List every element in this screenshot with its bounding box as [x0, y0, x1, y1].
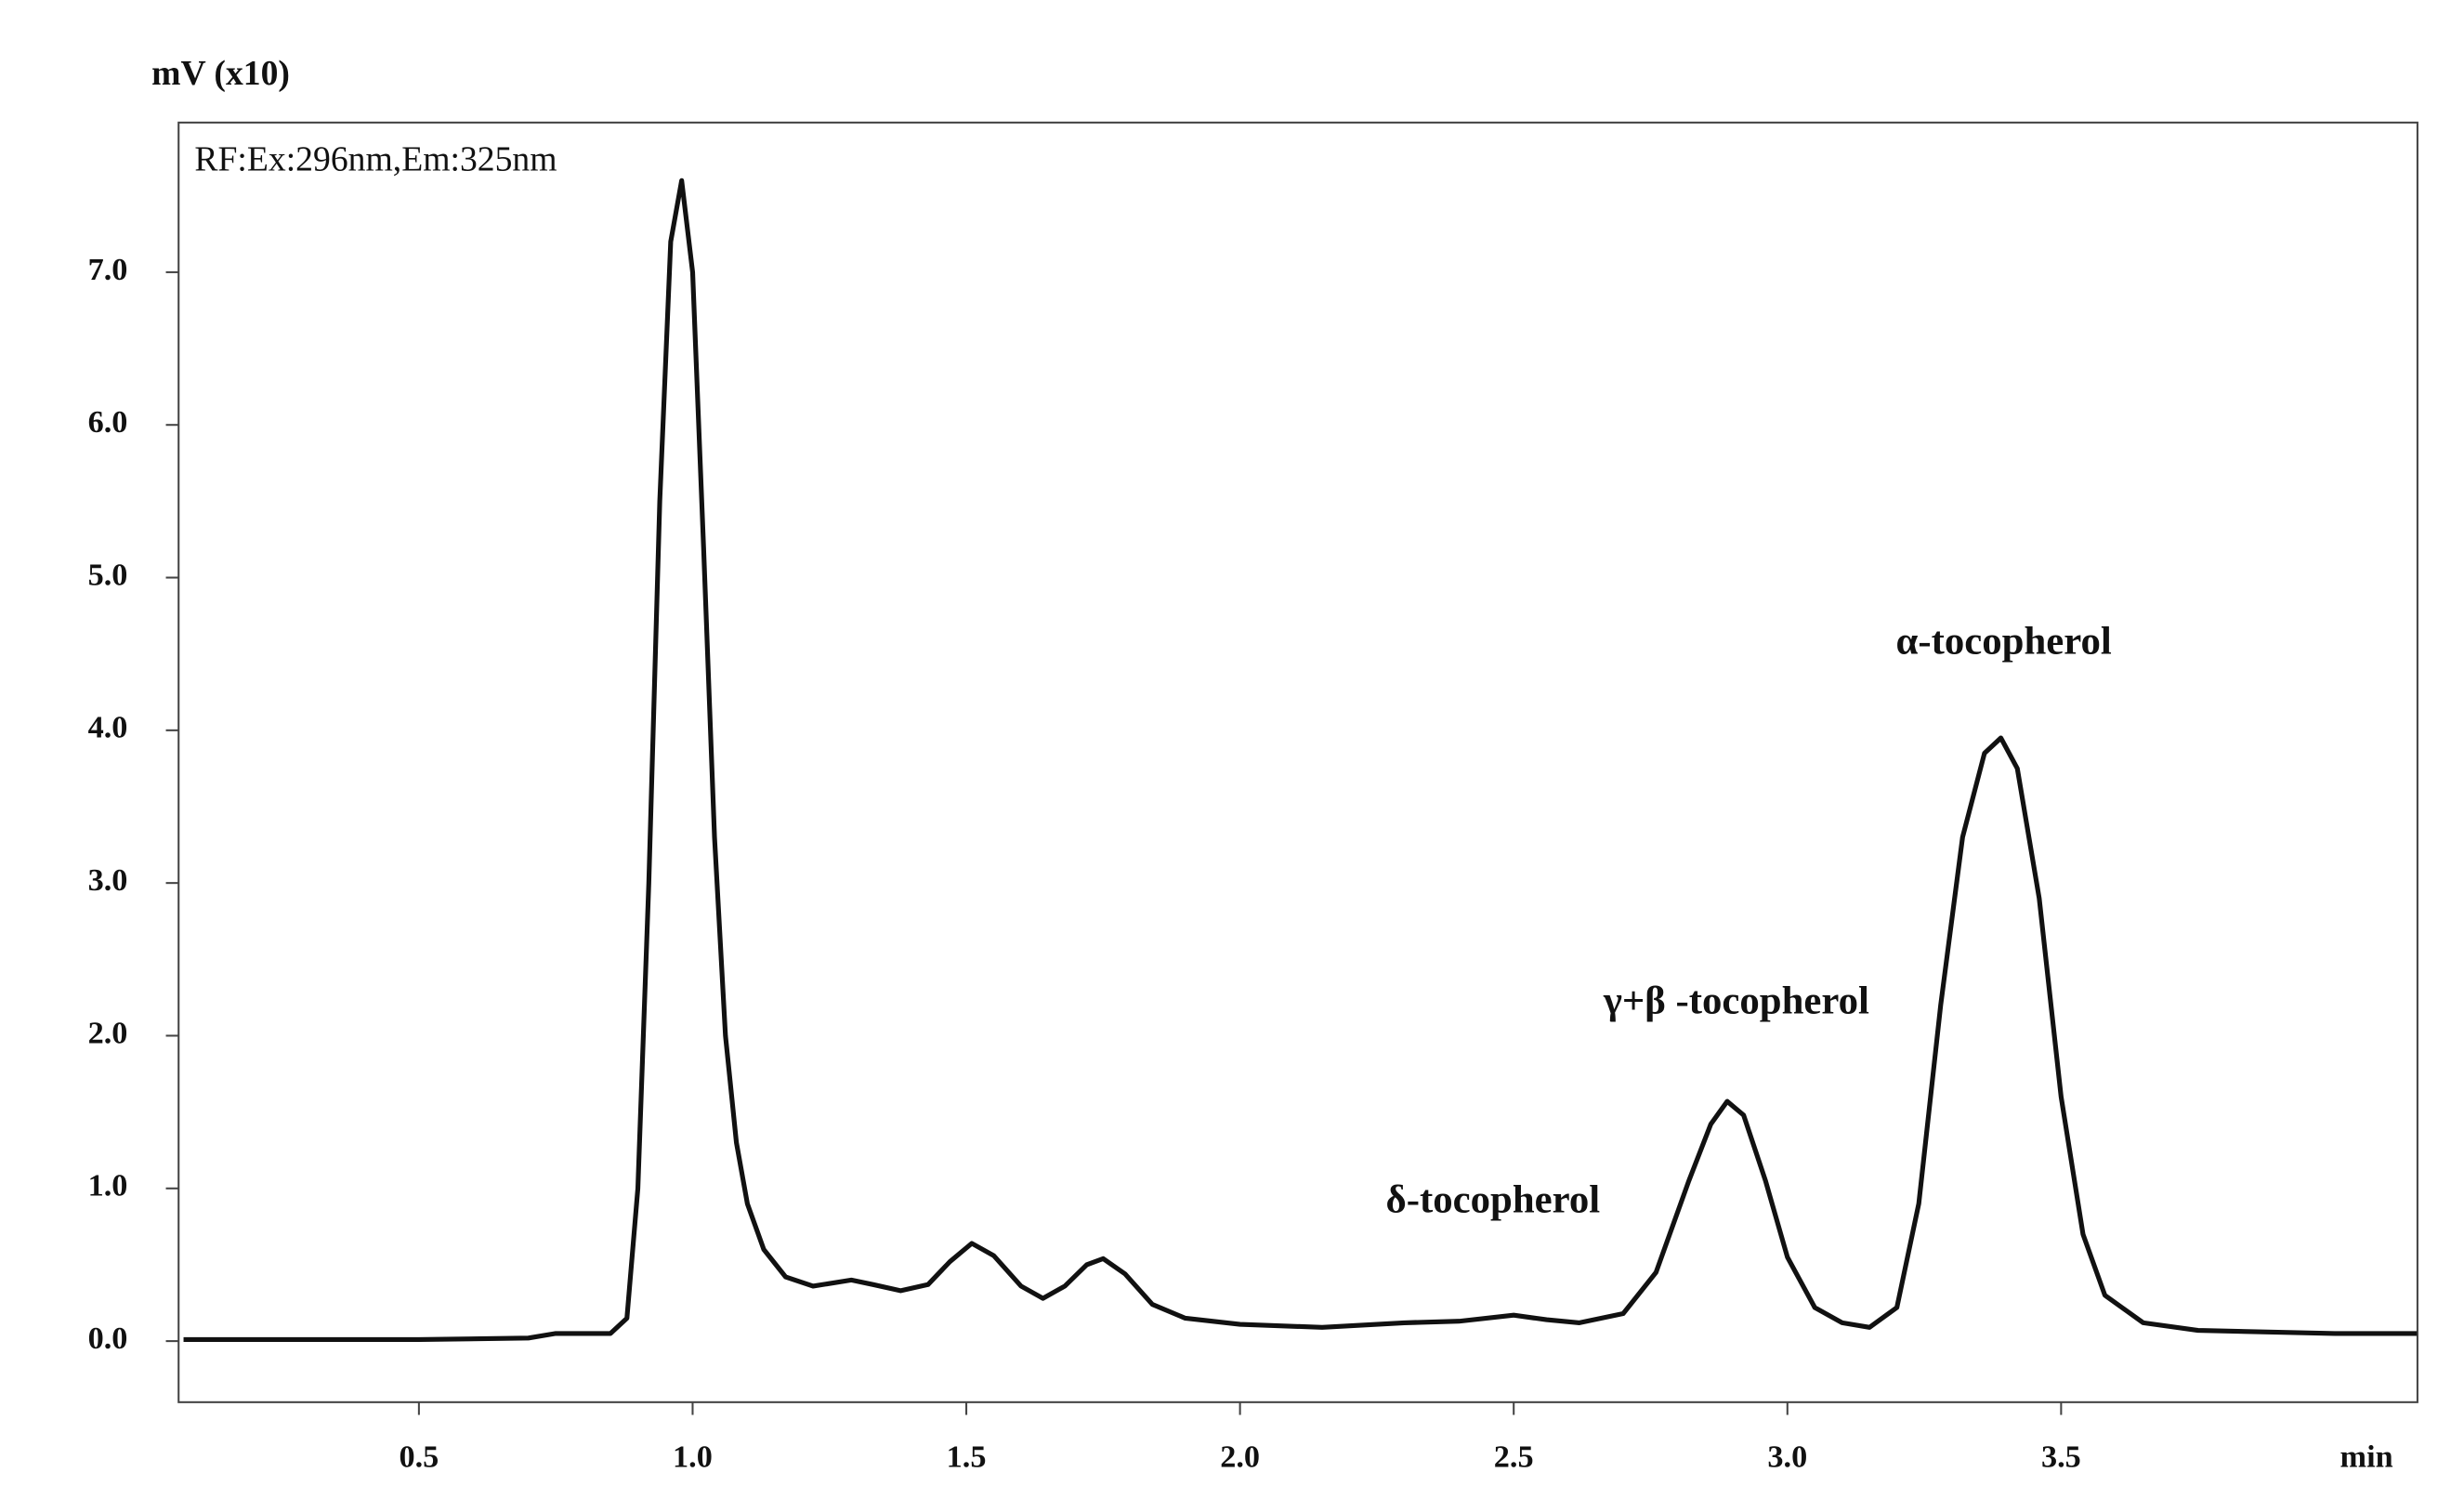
x-axis-label: min	[2340, 1439, 2393, 1474]
plot-frame	[177, 121, 2418, 1403]
y-tick-label: 0.0	[88, 1321, 128, 1356]
peak-label: δ-tocopherol	[1386, 1178, 1601, 1222]
x-tick-label: 1.5	[947, 1439, 987, 1474]
x-tick-label: 3.5	[2041, 1439, 2081, 1474]
chromatogram-trace	[183, 177, 2418, 1343]
x-tick-label: 0.5	[399, 1439, 439, 1474]
peak-label: α-tocopherol	[1895, 619, 2111, 663]
y-tick-label: 2.0	[88, 1015, 128, 1050]
y-tick-label: 7.0	[88, 252, 128, 287]
y-axis-label: mV (x10)	[151, 54, 290, 93]
y-tick-label: 6.0	[88, 404, 128, 440]
y-tick-label: 4.0	[88, 710, 128, 745]
y-tick-label: 5.0	[88, 557, 128, 592]
x-tick-label: 3.0	[1767, 1439, 1807, 1474]
x-tick-label: 1.0	[673, 1439, 713, 1474]
y-tick-label: 3.0	[88, 862, 128, 898]
y-tick-label: 1.0	[88, 1168, 128, 1203]
detector-annotation: RF:Ex:296nm,Em:325nm	[194, 139, 557, 178]
x-tick-label: 2.5	[1494, 1439, 1534, 1474]
peak-label: γ+β -tocopherol	[1603, 979, 1869, 1022]
x-tick-label: 2.0	[1220, 1439, 1260, 1474]
